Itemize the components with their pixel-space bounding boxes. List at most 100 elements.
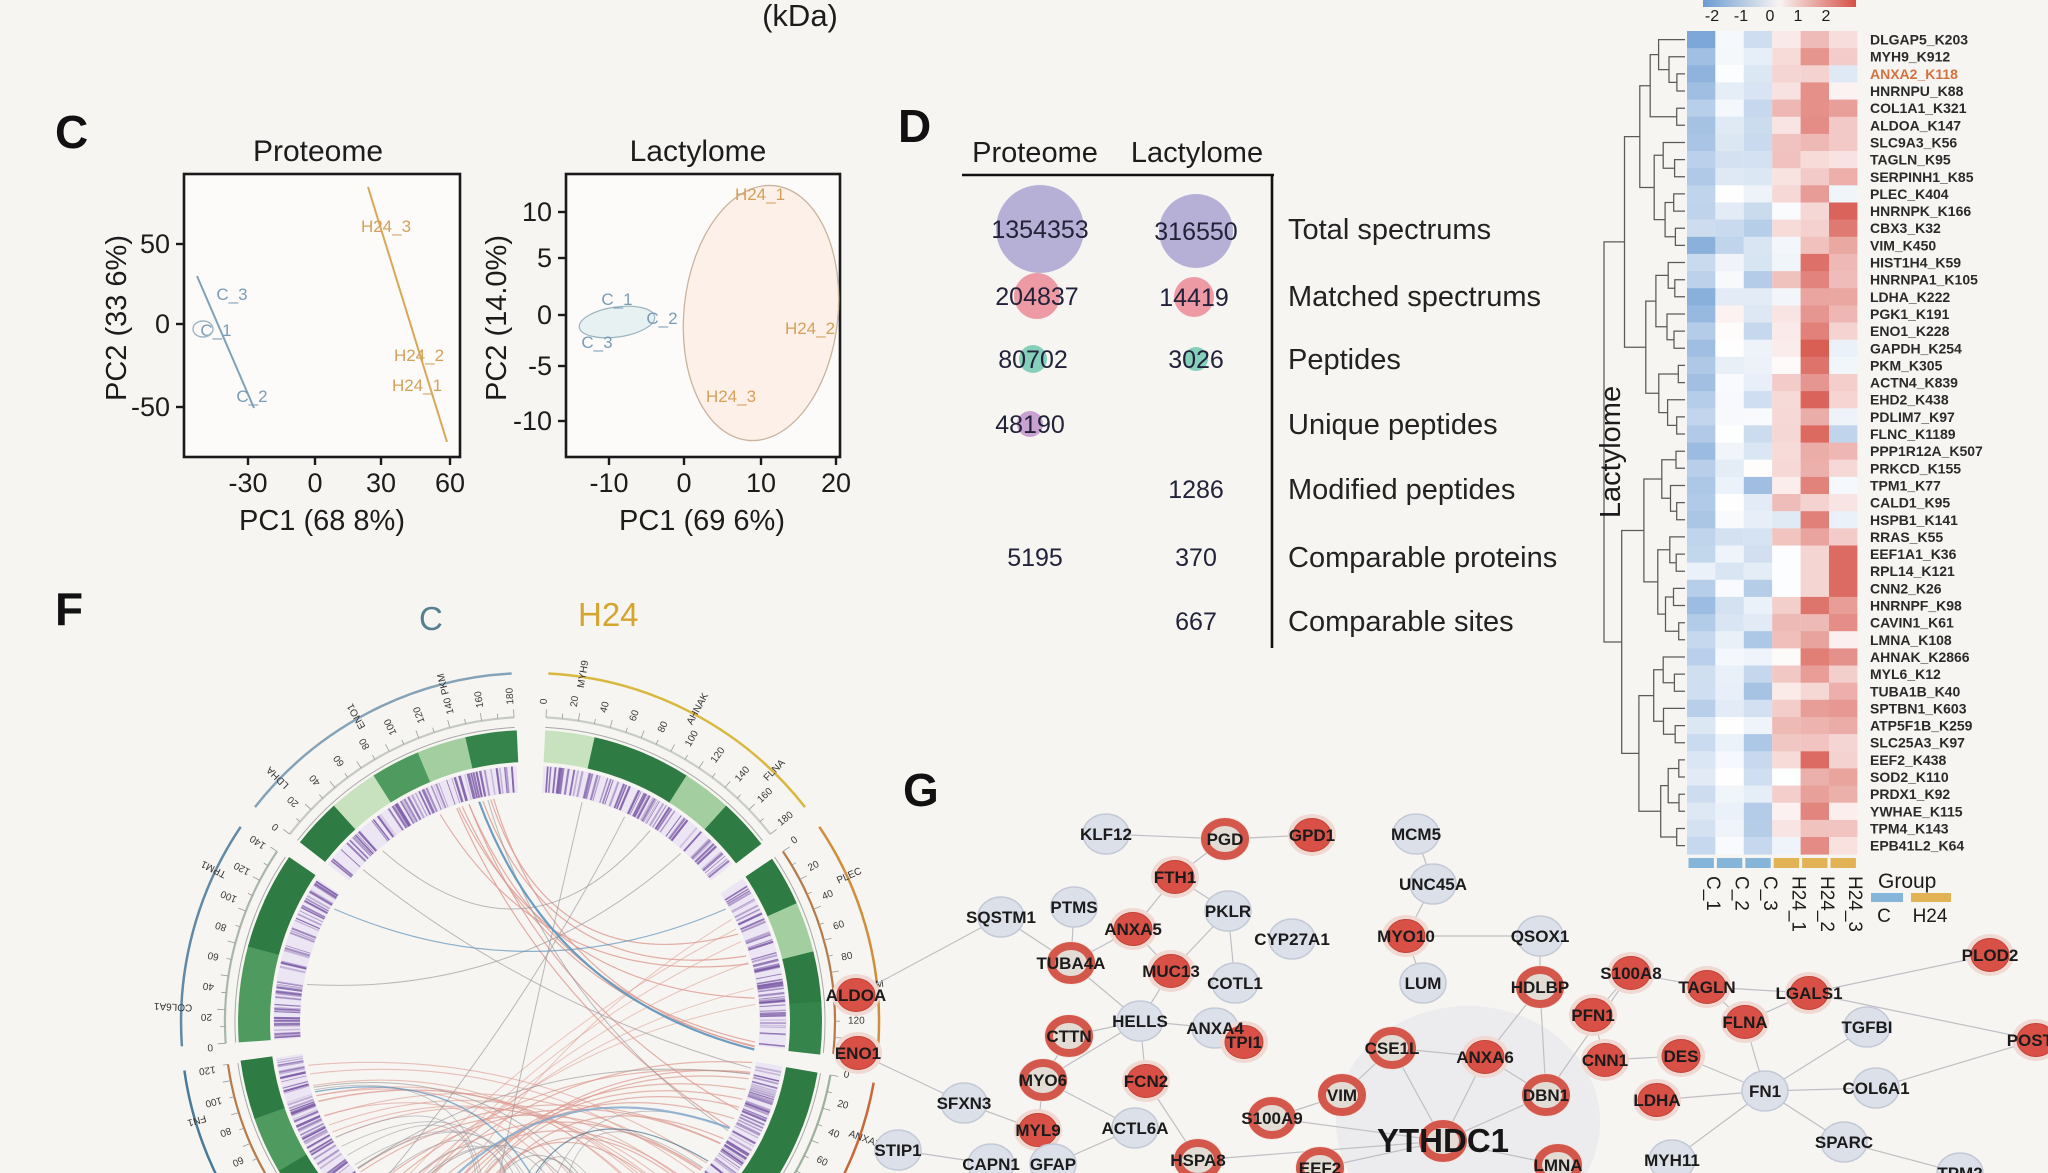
svg-text:20: 20 <box>285 793 301 809</box>
svg-text:-1: -1 <box>1734 8 1748 25</box>
svg-text:Modified peptides: Modified peptides <box>1288 474 1515 506</box>
svg-text:ANXA5: ANXA5 <box>1104 920 1162 939</box>
svg-text:MCM5: MCM5 <box>1391 825 1441 844</box>
svg-text:CTTN: CTTN <box>1046 1027 1091 1046</box>
svg-text:HSPB1_K141: HSPB1_K141 <box>1870 512 1958 528</box>
svg-text:C_3: C_3 <box>581 333 612 352</box>
svg-text:LDHA_K222: LDHA_K222 <box>1870 289 1950 305</box>
svg-text:20: 20 <box>569 695 582 708</box>
svg-text:0: 0 <box>843 1069 851 1081</box>
svg-text:TAGLN: TAGLN <box>1678 978 1735 997</box>
svg-text:FLNC_K1189: FLNC_K1189 <box>1870 426 1956 442</box>
svg-text:-10: -10 <box>589 468 628 498</box>
svg-text:ATP5F1B_K259: ATP5F1B_K259 <box>1870 718 1973 734</box>
svg-text:Proteome: Proteome <box>253 135 383 168</box>
svg-text:RPL14_K121: RPL14_K121 <box>1870 563 1955 579</box>
svg-text:COTL1: COTL1 <box>1207 974 1263 993</box>
svg-text:40: 40 <box>202 980 215 992</box>
svg-text:PRKCD_K155: PRKCD_K155 <box>1870 460 1961 476</box>
svg-text:10: 10 <box>746 468 776 498</box>
svg-text:60: 60 <box>435 468 465 498</box>
svg-text:Group: Group <box>1878 870 1936 893</box>
svg-text:Total spectrums: Total spectrums <box>1288 214 1491 246</box>
svg-text:PPP1R12A_K507: PPP1R12A_K507 <box>1870 443 1983 459</box>
svg-text:C_2: C_2 <box>236 387 267 406</box>
svg-text:0: 0 <box>676 468 691 498</box>
svg-text:HIST1H4_K59: HIST1H4_K59 <box>1870 255 1961 271</box>
svg-text:FLNA: FLNA <box>762 757 788 783</box>
svg-text:MYH9: MYH9 <box>576 659 591 689</box>
svg-text:100: 100 <box>382 716 399 736</box>
svg-text:PC1 (69 6%): PC1 (69 6%) <box>619 505 785 537</box>
svg-text:370: 370 <box>1175 544 1217 572</box>
svg-text:C_1: C_1 <box>1702 876 1723 911</box>
svg-text:SLC9A3_K56: SLC9A3_K56 <box>1870 135 1957 151</box>
svg-text:PKM: PKM <box>436 672 452 696</box>
svg-text:80: 80 <box>218 1124 233 1138</box>
svg-text:140: 140 <box>442 696 457 715</box>
svg-text:100: 100 <box>683 728 701 748</box>
svg-text:Lactylome: Lactylome <box>1595 386 1627 518</box>
svg-text:H24_1: H24_1 <box>1787 876 1808 932</box>
svg-text:H24_3: H24_3 <box>706 387 756 406</box>
svg-text:Comparable sites: Comparable sites <box>1288 606 1514 638</box>
svg-text:H24_2: H24_2 <box>785 319 835 338</box>
svg-text:ANXA4: ANXA4 <box>1186 1019 1244 1038</box>
svg-text:C_2: C_2 <box>1731 876 1752 911</box>
svg-text:120: 120 <box>232 859 252 877</box>
svg-text:MYH9_K912: MYH9_K912 <box>1870 49 1950 65</box>
svg-text:HNRNPU_K88: HNRNPU_K88 <box>1870 83 1964 99</box>
svg-text:0: 0 <box>307 468 322 498</box>
svg-text:-10: -10 <box>513 406 552 436</box>
svg-text:VIM: VIM <box>1327 1086 1357 1105</box>
svg-text:0: 0 <box>1766 8 1775 25</box>
svg-text:DBN1: DBN1 <box>1523 1086 1569 1105</box>
svg-text:YTHDC1: YTHDC1 <box>1377 1122 1509 1159</box>
svg-text:0: 0 <box>155 309 170 339</box>
svg-text:80: 80 <box>656 719 671 734</box>
svg-text:20: 20 <box>821 468 851 498</box>
svg-text:FTH1: FTH1 <box>1154 868 1197 887</box>
svg-text:HSPA8: HSPA8 <box>1170 1151 1225 1170</box>
svg-text:100: 100 <box>204 1094 223 1109</box>
svg-text:D: D <box>898 100 931 152</box>
svg-text:ANXA2_K118: ANXA2_K118 <box>1870 66 1958 82</box>
svg-text:120: 120 <box>709 745 728 765</box>
svg-text:COL6A1: COL6A1 <box>1842 1079 1909 1098</box>
svg-text:CALD1_K95: CALD1_K95 <box>1870 495 1950 511</box>
svg-text:SFXN3: SFXN3 <box>937 1094 992 1113</box>
svg-text:LDHA: LDHA <box>1633 1091 1680 1110</box>
svg-text:H24: H24 <box>1913 906 1948 927</box>
svg-text:QSOX1: QSOX1 <box>1511 927 1570 946</box>
svg-text:POSTN: POSTN <box>2007 1031 2048 1050</box>
svg-text:160: 160 <box>755 786 775 806</box>
svg-text:48190: 48190 <box>995 411 1065 439</box>
svg-text:ENO1_K228: ENO1_K228 <box>1870 323 1950 339</box>
svg-text:C_1: C_1 <box>601 290 632 309</box>
svg-text:-30: -30 <box>228 468 267 498</box>
svg-text:40: 40 <box>826 1127 841 1141</box>
svg-text:HNRNPF_K98: HNRNPF_K98 <box>1870 598 1962 614</box>
svg-text:60: 60 <box>331 752 347 768</box>
svg-text:ACTN4_K839: ACTN4_K839 <box>1870 375 1958 391</box>
svg-text:80702: 80702 <box>998 346 1068 374</box>
svg-text:G: G <box>903 764 939 816</box>
svg-text:H24_1: H24_1 <box>392 376 442 395</box>
svg-text:PTMS: PTMS <box>1050 898 1097 917</box>
svg-text:1354353: 1354353 <box>991 216 1088 244</box>
svg-text:1286: 1286 <box>1168 476 1224 504</box>
svg-text:CAVIN1_K61: CAVIN1_K61 <box>1870 615 1954 631</box>
svg-text:2: 2 <box>1822 8 1831 25</box>
svg-text:COL1A1_K321: COL1A1_K321 <box>1870 100 1967 116</box>
svg-text:TPM2: TPM2 <box>1937 1164 1982 1173</box>
svg-text:-5: -5 <box>528 351 552 381</box>
svg-text:PGK1_K191: PGK1_K191 <box>1870 306 1950 322</box>
svg-text:C: C <box>55 106 88 158</box>
svg-text:180: 180 <box>776 809 796 828</box>
svg-text:60: 60 <box>814 1154 829 1169</box>
svg-text:(kDa): (kDa) <box>762 0 838 33</box>
svg-text:SPTBN1_K603: SPTBN1_K603 <box>1870 700 1967 716</box>
svg-text:FN1: FN1 <box>186 1112 208 1128</box>
svg-text:TPM4_K143: TPM4_K143 <box>1870 821 1949 837</box>
svg-text:ALDOA_K147: ALDOA_K147 <box>1870 117 1961 133</box>
